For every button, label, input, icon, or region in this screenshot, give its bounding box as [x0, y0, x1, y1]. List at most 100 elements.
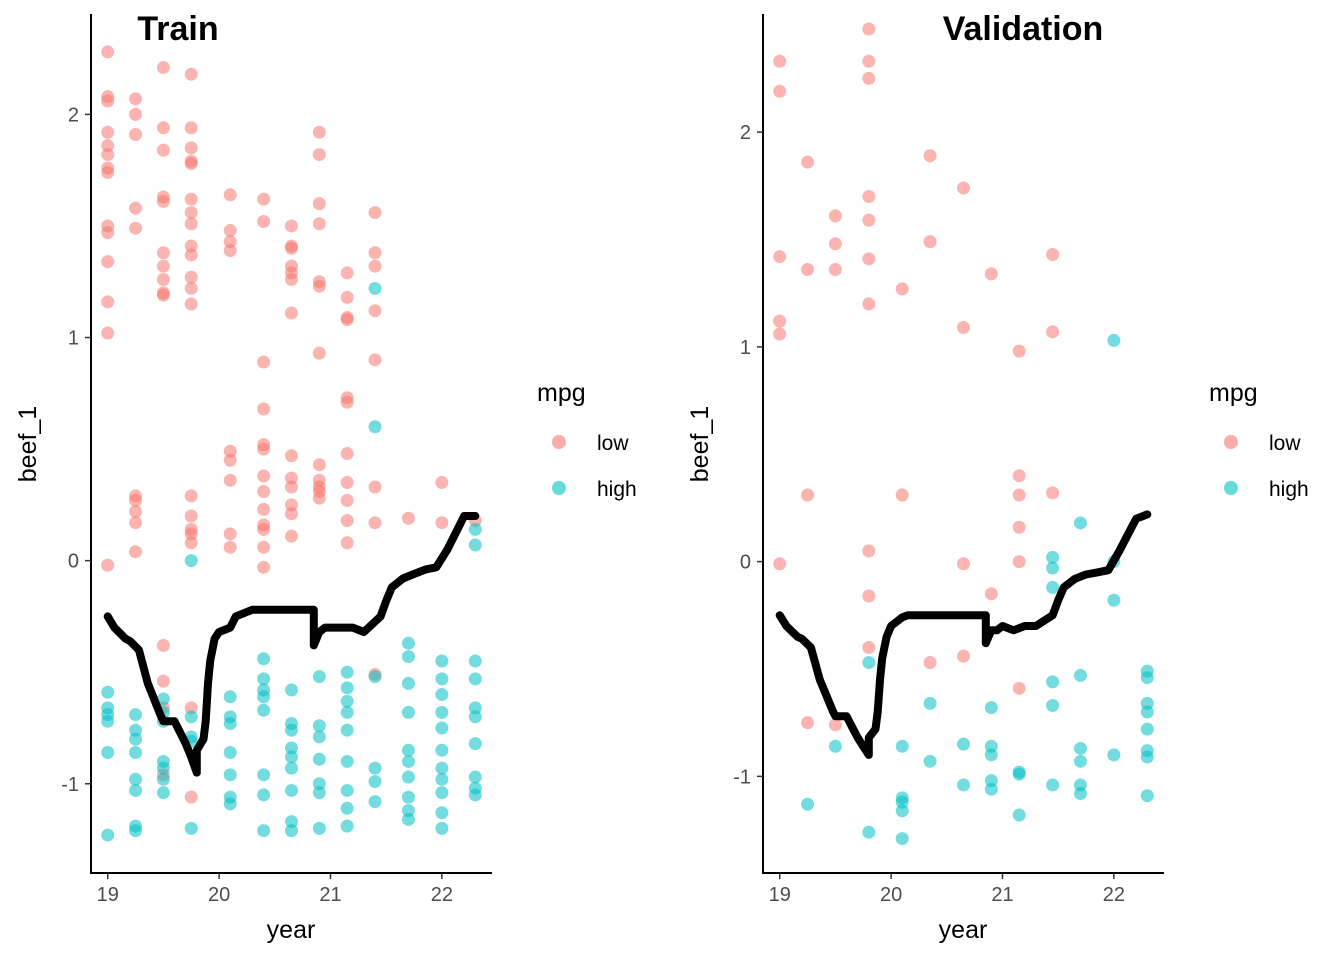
validation-x-axis-title: year [939, 916, 988, 944]
train-point-low [184, 527, 198, 541]
validation-point-low [862, 589, 876, 603]
validation-point-low [801, 716, 815, 730]
train-point-low [129, 221, 143, 235]
train-point-low [285, 241, 298, 255]
train-point-high [435, 772, 449, 786]
validation-y-tick-label: 0 [740, 552, 751, 574]
train-point-low [368, 353, 382, 367]
validation-point-low [957, 321, 970, 335]
train-point-low [257, 355, 271, 369]
train-point-low [101, 139, 115, 153]
train-legend-low-key [552, 435, 566, 449]
train-point-high [184, 710, 198, 724]
validation-y-ticks: -1 0 1 2 [733, 122, 763, 788]
validation-panel: -1 0 1 2 19 20 21 22 Validation year beef_1 mp… [686, 10, 1309, 944]
validation-point-low [1046, 486, 1060, 500]
train-point-low [129, 505, 143, 519]
train-point-high [468, 770, 482, 784]
train-point-low [312, 125, 326, 139]
train-point-low [312, 197, 326, 211]
train-point-low [129, 92, 143, 106]
train-point-high [156, 761, 170, 775]
train-point-low [184, 156, 198, 170]
train-point-high [184, 821, 198, 835]
train-point-high [257, 652, 271, 666]
train-point-low [223, 540, 237, 554]
train-point-high [468, 672, 482, 686]
train-point-low [156, 259, 170, 273]
train-point-high [156, 692, 170, 706]
train-point-low [257, 214, 271, 228]
validation-point-low [957, 181, 970, 195]
train-point-high [435, 654, 449, 668]
train-point-low [184, 248, 198, 262]
validation-point-high [1140, 705, 1154, 719]
train-point-low [101, 295, 115, 309]
validation-point-low [895, 282, 909, 296]
validation-point-low [801, 263, 815, 277]
train-point-low [184, 217, 198, 231]
validation-point-low [828, 718, 842, 732]
train-point-high [223, 746, 237, 760]
train-point-low [184, 536, 198, 550]
train-point-low [129, 516, 143, 530]
train-point-high [129, 772, 143, 786]
train-y-tick-label: 1 [68, 328, 79, 350]
validation-point-high [1107, 333, 1121, 347]
train-point-high [129, 746, 143, 760]
validation-point-low [862, 544, 876, 558]
train-point-high [401, 812, 415, 826]
train-point-low [285, 306, 298, 320]
train-point-low [156, 638, 170, 652]
train-point-high [285, 683, 298, 697]
train-point-low [312, 217, 326, 231]
validation-point-high [957, 737, 970, 751]
train-point-low [285, 471, 298, 485]
validation-point-low [828, 263, 842, 277]
validation-point-high [984, 782, 998, 796]
validation-point-high [1140, 722, 1154, 736]
validation-points-layer [773, 22, 1154, 846]
train-point-high [285, 815, 298, 829]
train-point-low [257, 469, 271, 483]
train-point-low [340, 290, 354, 304]
train-panel: -1 0 1 2 19 20 21 22 Train year beef_1 mpg low… [14, 10, 637, 944]
validation-point-high [1046, 698, 1060, 712]
validation-point-high [1046, 675, 1060, 689]
train-point-high [401, 754, 415, 768]
train-point-low [340, 395, 354, 409]
train-fitted-line-layer [103, 512, 480, 777]
train-point-high [129, 708, 143, 722]
train-point-low [101, 94, 115, 108]
train-point-low [129, 127, 143, 141]
validation-point-high [1073, 741, 1087, 755]
validation-point-low [984, 587, 998, 601]
validation-point-low [801, 155, 815, 169]
train-point-high [312, 730, 326, 744]
train-point-high [285, 741, 298, 755]
validation-x-tick-label: 19 [769, 884, 791, 906]
train-legend: mpg low high [537, 379, 637, 501]
train-point-low [129, 493, 143, 507]
validation-point-high [895, 832, 909, 846]
validation-point-low [923, 656, 937, 670]
train-point-low [184, 121, 198, 135]
train-point-high [435, 688, 449, 702]
validation-x-tick-label: 22 [1103, 884, 1125, 906]
train-point-high [435, 761, 449, 775]
train-legend-high-label: high [597, 478, 637, 501]
train-point-high [223, 717, 237, 731]
validation-point-high [984, 748, 998, 762]
train-point-high [468, 522, 482, 536]
train-point-low [223, 527, 237, 541]
train-x-tick-label: 21 [319, 884, 341, 906]
train-point-high [285, 783, 298, 797]
validation-point-high [1012, 808, 1026, 822]
train-point-low [285, 480, 298, 494]
train-point-high [401, 650, 415, 664]
train-point-low [312, 458, 326, 472]
validation-point-low [1012, 681, 1026, 695]
train-point-low [368, 516, 382, 530]
train-point-high [285, 723, 298, 737]
train-y-tick-label: 2 [68, 104, 79, 126]
